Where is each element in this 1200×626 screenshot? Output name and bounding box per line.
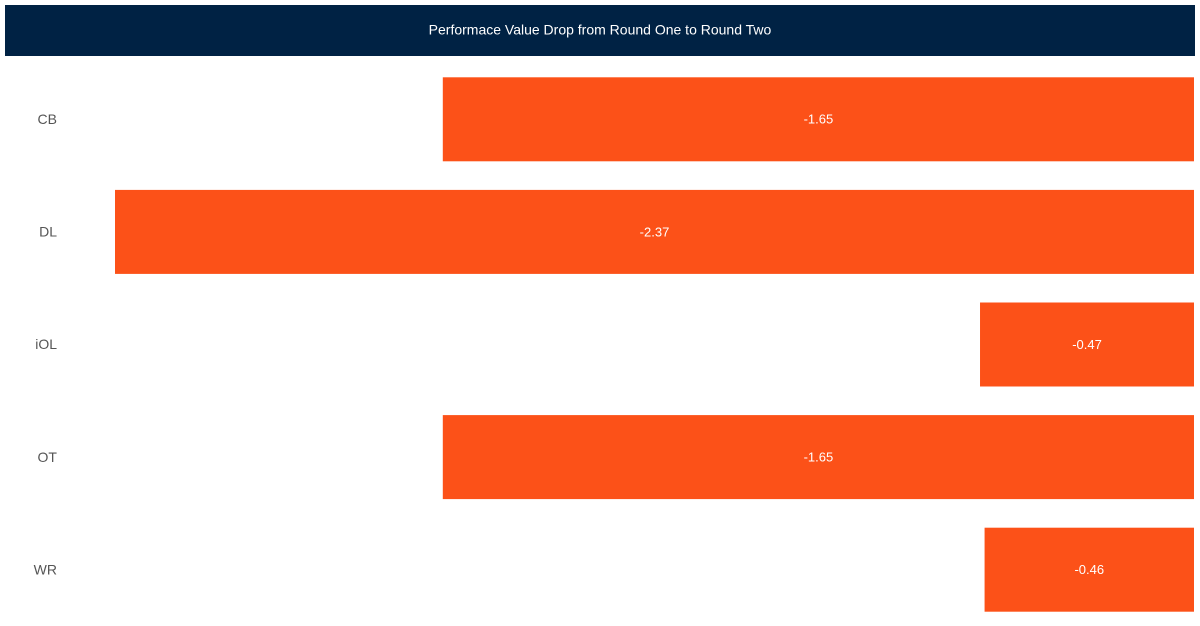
chart-title: Performace Value Drop from Round One to … xyxy=(429,22,772,38)
category-label: CB xyxy=(38,111,57,127)
category-label: OT xyxy=(38,449,58,465)
value-label: -1.65 xyxy=(804,112,834,127)
bar xyxy=(980,302,1194,387)
category-label: DL xyxy=(39,224,57,240)
category-label: iOL xyxy=(35,336,57,352)
title-bar xyxy=(5,5,1195,56)
bar xyxy=(115,189,1194,274)
value-label: -1.65 xyxy=(804,450,834,465)
value-label: -0.46 xyxy=(1074,562,1104,577)
bar xyxy=(442,415,1194,500)
value-label: -0.47 xyxy=(1072,337,1102,352)
category-label: WR xyxy=(34,561,57,577)
value-label: -2.37 xyxy=(640,224,670,239)
bar xyxy=(442,77,1194,162)
bar xyxy=(984,527,1194,612)
